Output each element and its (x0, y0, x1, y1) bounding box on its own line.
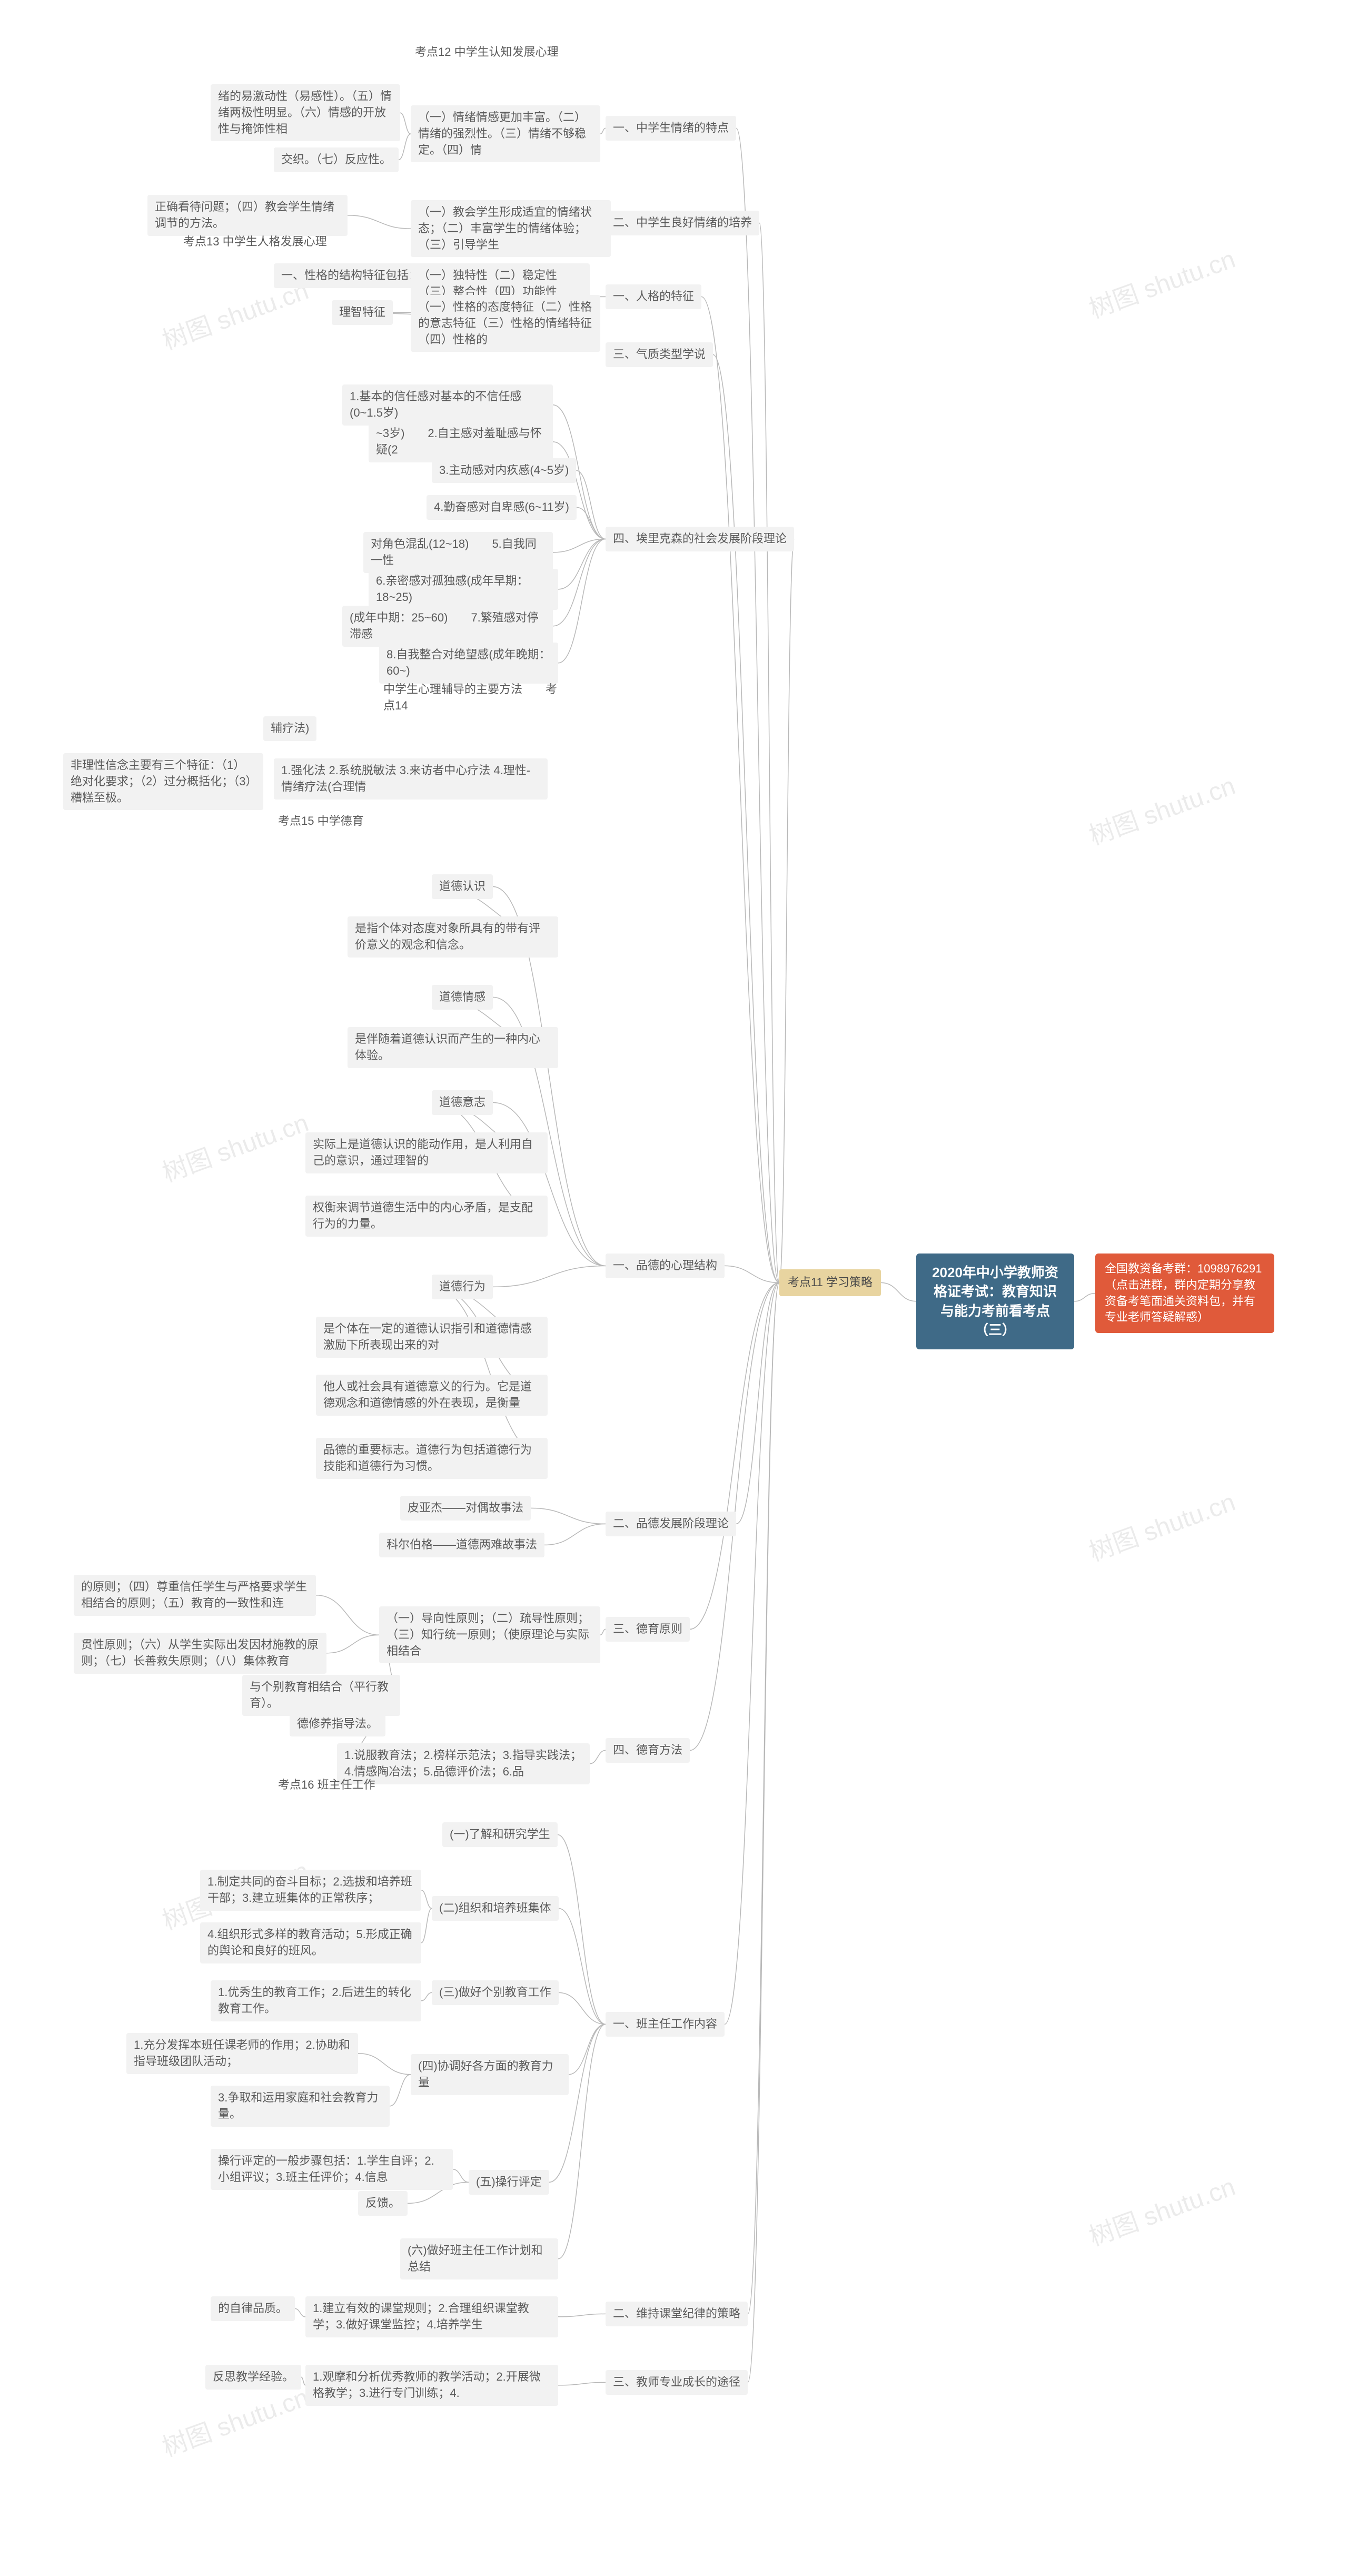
side-note[interactable]: 全国教资备考群：1098976291（点击进群，群内定期分享教资备考笔面通关资料… (1095, 1254, 1274, 1333)
mm-node[interactable]: 的自律品质。 (211, 2296, 295, 2321)
mm-node[interactable]: 一、人格的特征 (606, 284, 701, 309)
mm-node[interactable]: 科尔伯格——道德两难故事法 (379, 1533, 544, 1557)
mm-node[interactable]: （一）情绪情感更加丰富。（二）情绪的强烈性。（三）情绪不够稳定。（四）情 (411, 105, 600, 162)
mm-node[interactable]: 是个体在一定的道德认识指引和道德情感激励下所表现出来的对 (316, 1317, 548, 1358)
mm-node[interactable]: 三、德育原则 (606, 1617, 690, 1642)
mm-node[interactable]: 正确看待问题；（四）教会学生情绪调节的方法。 (147, 195, 348, 236)
mm-node[interactable]: (六)做好班主任工作计划和总结 (400, 2238, 558, 2279)
mm-node[interactable]: (五)操行评定 (469, 2170, 549, 2195)
mm-node[interactable]: 考点13 中学生人格发展心理 (179, 232, 331, 252)
mm-node[interactable]: (二)组织和培养班集体 (432, 1896, 559, 1921)
mm-node[interactable]: 6.亲密感对孤独感(成年早期：18~25) (369, 569, 558, 610)
mm-node[interactable]: 贯性原则；（六）从学生实际出发因材施教的原则；（七）长善救失原则；（八）集体教育 (74, 1633, 326, 1674)
mm-node[interactable]: 他人或社会具有道德意义的行为。它是道德观念和道德情感的外在表现，是衡量 (316, 1375, 548, 1416)
mm-node[interactable]: 三、气质类型学说 (606, 342, 713, 367)
mm-node[interactable]: 是指个体对态度对象所具有的带有评价意义的观念和信念。 (348, 916, 558, 958)
mm-node[interactable]: 3.争取和运用家庭和社会教育力量。 (211, 2086, 390, 2127)
mm-node[interactable]: 皮亚杰——对偶故事法 (400, 1496, 531, 1521)
mm-node[interactable]: 一、中学生情绪的特点 (606, 116, 736, 141)
mm-node[interactable]: 对角色混乱(12~18) 5.自我同一性 (363, 532, 553, 573)
mm-node[interactable]: 1.建立有效的课堂规则；2.合理组织课堂教学；3.做好课堂监控；4.培养学生 (305, 2296, 558, 2337)
mm-node[interactable]: 四、德育方法 (606, 1738, 690, 1763)
mm-node[interactable]: 反思教学经验。 (205, 2365, 301, 2390)
mm-node[interactable]: 三、教师专业成长的途径 (606, 2370, 748, 2395)
watermark: 树图 shutu.cn (1083, 238, 1240, 325)
mm-node[interactable]: 二、品德发展阶段理论 (606, 1512, 736, 1536)
mm-node[interactable]: 权衡来调节道德生活中的内心矛盾，是支配行为的力量。 (305, 1196, 548, 1237)
mm-node[interactable]: 辅疗法) (263, 716, 316, 741)
mm-node[interactable]: 8.自我整合对绝望感(成年晚期：60~) (379, 643, 558, 684)
mm-node[interactable]: 1.强化法 2.系统脱敏法 3.来访者中心疗法 4.理性-情绪疗法(合理情 (274, 758, 548, 800)
mm-node[interactable]: (成年中期：25~60) 7.繁殖感对停滞感 (342, 606, 553, 647)
watermark: 树图 shutu.cn (1083, 2166, 1240, 2253)
mm-node[interactable]: 道德意志 (432, 1090, 493, 1115)
mm-node[interactable]: (一)了解和研究学生 (442, 1822, 558, 1847)
mm-node[interactable]: 一、班主任工作内容 (606, 2012, 725, 2037)
watermark: 树图 shutu.cn (156, 2376, 313, 2463)
mm-node[interactable]: 1.制定共同的奋斗目标；2.选拔和培养班干部；3.建立班集体的正常秩序； (200, 1870, 421, 1911)
mm-node[interactable]: 品德的重要标志。道德行为包括道德行为技能和道德行为习惯。 (316, 1438, 548, 1479)
mm-node[interactable]: 操行评定的一般步骤包括：1.学生自评；2.小组评议；3.班主任评价；4.信息 (211, 2149, 453, 2190)
mm-node[interactable]: 与个别教育相结合（平行教育）。 (242, 1675, 400, 1716)
mm-node[interactable]: 考点15 中学德育 (274, 811, 368, 832)
mm-node[interactable]: 绪的易激动性（易感性）。（五）情绪两极性明显。（六）情感的开放性与掩饰性相 (211, 84, 400, 141)
mm-node[interactable]: 考点16 班主任工作 (274, 1775, 380, 1795)
mm-node[interactable]: 二、维持课堂纪律的策略 (606, 2302, 748, 2326)
mm-node[interactable]: 道德行为 (432, 1275, 493, 1299)
mm-node[interactable]: 3.主动感对内疚感(4~5岁) (432, 458, 576, 483)
mm-node[interactable]: （一）性格的态度特征（二）性格的意志特征（三）性格的情绪特征（四）性格的 (411, 295, 600, 352)
watermark: 树图 shutu.cn (156, 1102, 313, 1189)
root-node[interactable]: 2020年中小学教师资格证考试：教育知识与能力考前看考点（三） (916, 1254, 1074, 1349)
mm-node[interactable]: (三)做好个别教育工作 (432, 1980, 559, 2005)
mindmap-canvas: 树图 shutu.cn 树图 shutu.cn 树图 shutu.cn 树图 shut… (11, 21, 1337, 2549)
mm-node[interactable]: 二、中学生良好情绪的培养 (606, 211, 759, 235)
mm-node[interactable]: 道德认识 (432, 874, 493, 899)
mm-node[interactable]: 是伴随着道德认识而产生的一种内心体验。 (348, 1027, 558, 1068)
mm-node[interactable]: 理智特征 (332, 300, 393, 325)
mm-node[interactable]: 四、埃里克森的社会发展阶段理论 (606, 527, 794, 551)
mm-node[interactable]: 考点12 中学生认知发展心理 (411, 42, 563, 63)
mm-node[interactable]: 4.组织形式多样的教育活动；5.形成正确的舆论和良好的班风。 (200, 1922, 421, 1963)
mm-node[interactable]: （一）教会学生形成适宜的情绪状态；（二）丰富学生的情绪体验；（三）引导学生 (411, 200, 611, 257)
mm-node[interactable]: 非理性信念主要有三个特征：（1）绝对化要求；（2）过分概括化；（3）糟糕至极。 (63, 753, 263, 810)
mm-node[interactable]: ~3岁) 2.自主感对羞耻感与怀疑(2 (369, 421, 553, 462)
mm-node[interactable]: 1.充分发挥本班任课老师的作用；2.协助和指导班级团队活动； (126, 2033, 358, 2074)
mm-node[interactable]: 1.优秀生的教育工作；2.后进生的转化教育工作。 (211, 1980, 421, 2021)
mm-node[interactable]: 交织。（七）反应性。 (274, 147, 399, 172)
mm-node[interactable]: 一、品德的心理结构 (606, 1254, 725, 1278)
mm-node[interactable]: （一）导向性原则；（二）疏导性原则；（三）知行统一原则；（使原理论与实际相结合 (379, 1606, 600, 1663)
watermark: 树图 shutu.cn (1083, 1481, 1240, 1568)
mm-node[interactable]: 1.观摩和分析优秀教师的教学活动；2.开展微格教学；3.进行专门训练；4. (305, 2365, 558, 2406)
mm-node[interactable]: 道德情感 (432, 985, 493, 1010)
mm-node[interactable]: 1.基本的信任感对基本的不信任感(0~1.5岁) (342, 384, 553, 426)
watermark: 树图 shutu.cn (1083, 765, 1240, 852)
mm-node[interactable]: 的原则；（四）尊重信任学生与严格要求学生相结合的原则；（五）教育的一致性和连 (74, 1575, 316, 1616)
mm-node[interactable]: 反馈。 (358, 2191, 408, 2216)
mm-node[interactable]: 中学生心理辅导的主要方法 考点14 (379, 679, 569, 716)
mm-node[interactable]: 4.勤奋感对自卑感(6~11岁) (427, 495, 577, 520)
category-node[interactable]: 考点11 学习策略 (779, 1269, 881, 1296)
mm-node[interactable]: (四)协调好各方面的教育力量 (411, 2054, 569, 2095)
mm-node[interactable]: 实际上是道德认识的能动作用，是人利用自己的意识，通过理智的 (305, 1132, 548, 1173)
mm-node[interactable]: 德修养指导法。 (290, 1712, 385, 1736)
mm-node[interactable]: 一、性格的结构特征包括： (274, 263, 428, 288)
